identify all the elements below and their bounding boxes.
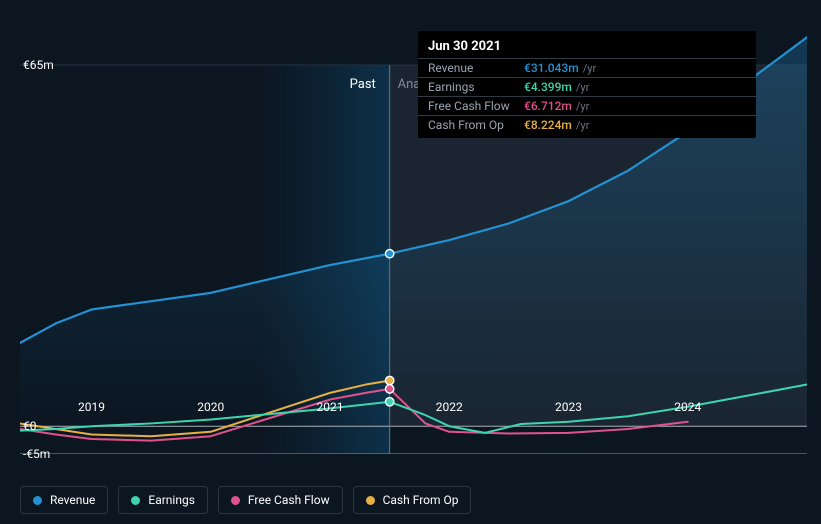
x-tick-label: 2021 [317, 400, 344, 414]
legend-item-free-cash-flow[interactable]: Free Cash Flow [218, 486, 343, 514]
legend-dot-icon [33, 496, 42, 505]
tooltip-metric-unit: /yr [576, 100, 589, 113]
past-label: Past [350, 77, 376, 92]
tooltip-row: Free Cash Flow €6.712m /yr [418, 96, 756, 115]
legend-label: Free Cash Flow [248, 493, 330, 507]
x-tick-label: 2023 [555, 400, 582, 414]
tooltip-metric-unit: /yr [576, 81, 589, 94]
tooltip-metric-label: Cash From Op [428, 118, 524, 132]
x-tick-label: 2019 [78, 400, 105, 414]
chart-tooltip: Jun 30 2021 Revenue €31.043m /yrEarnings… [418, 31, 756, 138]
legend-item-earnings[interactable]: Earnings [118, 486, 208, 514]
legend-item-cash-from-op[interactable]: Cash From Op [353, 486, 472, 514]
tooltip-row: Cash From Op €8.224m /yr [418, 115, 756, 134]
tooltip-metric-unit: /yr [583, 62, 596, 75]
y-tick-label: €65m [23, 58, 54, 72]
chart-legend: Revenue Earnings Free Cash Flow Cash From O… [20, 486, 471, 514]
legend-item-revenue[interactable]: Revenue [20, 486, 108, 514]
y-tick-label: €0 [23, 419, 37, 433]
tooltip-row: Revenue €31.043m /yr [418, 58, 756, 77]
tooltip-metric-label: Revenue [428, 61, 524, 75]
legend-label: Cash From Op [383, 493, 459, 507]
tooltip-row: Earnings €4.399m /yr [418, 77, 756, 96]
tooltip-metric-value: €31.043m [524, 61, 579, 75]
tooltip-metric-unit: /yr [576, 119, 589, 132]
legend-dot-icon [131, 496, 140, 505]
tooltip-date: Jun 30 2021 [418, 39, 756, 58]
x-tick-label: 2024 [674, 400, 701, 414]
x-tick-label: 2022 [436, 400, 463, 414]
y-tick-label: -€5m [23, 447, 50, 461]
financial-chart: €65m €0 -€5m 2019 2020 2021 2022 2023 2024 Past… [20, 15, 807, 514]
tooltip-metric-value: €4.399m [524, 80, 572, 94]
legend-dot-icon [231, 496, 240, 505]
tooltip-metric-label: Free Cash Flow [428, 99, 524, 113]
legend-label: Revenue [50, 493, 95, 507]
legend-dot-icon [366, 496, 375, 505]
tooltip-metric-label: Earnings [428, 80, 524, 94]
legend-label: Earnings [148, 493, 195, 507]
plot-area[interactable]: €65m€0-€5m 201920202021202220232024 Past… [20, 15, 807, 454]
tooltip-metric-value: €8.224m [524, 118, 572, 132]
x-tick-label: 2020 [197, 400, 224, 414]
tooltip-metric-value: €6.712m [524, 99, 572, 113]
